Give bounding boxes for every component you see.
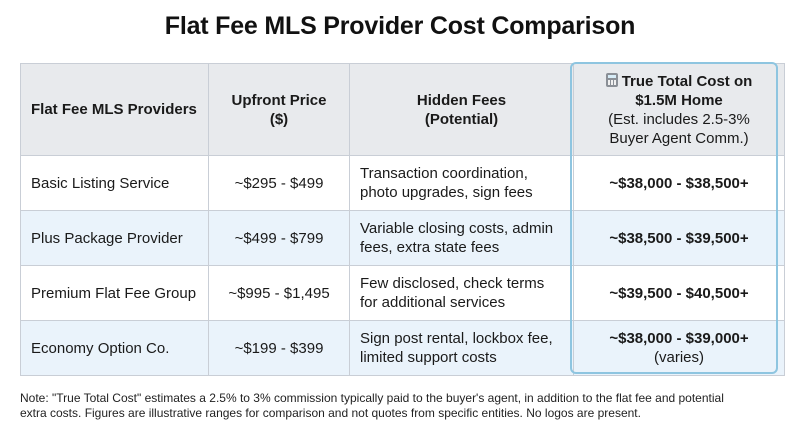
total-cost-cell: ~$38,000 - $38,500+ xyxy=(573,155,785,211)
total-cost-value: ~$38,000 - $38,500+ xyxy=(609,174,749,192)
table-row: Basic Listing Service ~$295 - $499 Trans… xyxy=(20,155,785,211)
upfront-price-cell: ~$295 - $499 xyxy=(208,155,350,211)
comparison-table: Flat Fee MLS Providers Upfront Price ($)… xyxy=(20,63,785,376)
total-cost-cell: ~$38,500 - $39,500+ xyxy=(573,210,785,266)
upfront-price-cell: ~$199 - $399 xyxy=(208,320,350,376)
header-total-line4: Buyer Agent Comm.) xyxy=(609,129,749,147)
footnote: Note: "True Total Cost" estimates a 2.5%… xyxy=(20,391,790,421)
table-row: Plus Package Provider ~$499 - $799 Varia… xyxy=(20,210,785,266)
header-hidden-line2: (Potential) xyxy=(424,110,499,128)
header-total-line2: $1.5M Home xyxy=(635,91,723,109)
provider-cell: Plus Package Provider xyxy=(20,210,209,266)
hidden-fees-cell: Few disclosed, check terms for additiona… xyxy=(349,265,574,321)
header-hidden-fees: Hidden Fees (Potential) xyxy=(349,63,574,156)
provider-cell: Economy Option Co. xyxy=(20,320,209,376)
hidden-fees-line1: Few disclosed, check terms xyxy=(360,275,545,292)
page-title: Flat Fee MLS Provider Cost Comparison xyxy=(164,12,636,40)
footnote-line2: extra costs. Figures are illustrative ra… xyxy=(20,406,641,420)
hidden-fees-line2: photo upgrades, sign fees xyxy=(360,184,533,201)
header-true-total-cost: True Total Cost on $1.5M Home (Est. incl… xyxy=(573,63,785,156)
calculator-icon xyxy=(605,72,618,87)
total-cost-value: ~$39,500 - $40,500+ xyxy=(609,284,749,302)
comparison-table-wrap: Flat Fee MLS Providers Upfront Price ($)… xyxy=(20,63,785,377)
hidden-fees-line2: limited support costs xyxy=(360,349,497,366)
hidden-fees-line1: Variable closing costs, admin xyxy=(360,220,554,237)
total-cost-value: ~$38,500 - $39,500+ xyxy=(609,229,749,247)
table-header-row: Flat Fee MLS Providers Upfront Price ($)… xyxy=(20,63,785,156)
hidden-fees-line2: fees, extra state fees xyxy=(360,239,500,256)
upfront-price-cell: ~$995 - $1,495 xyxy=(208,265,350,321)
upfront-price-cell: ~$499 - $799 xyxy=(208,210,350,266)
total-cost-cell: ~$39,500 - $40,500+ xyxy=(573,265,785,321)
header-upfront-line1: Upfront Price xyxy=(231,91,327,109)
hidden-fees-line2: for additional services xyxy=(360,294,506,311)
header-upfront-price: Upfront Price ($) xyxy=(208,63,350,156)
table-row: Economy Option Co. ~$199 - $399 Sign pos… xyxy=(20,320,785,376)
hidden-fees-line1: Transaction coordination, xyxy=(360,165,528,182)
total-cost-cell: ~$38,000 - $39,000+ (varies) xyxy=(573,320,785,376)
footnote-line1: Note: "True Total Cost" estimates a 2.5%… xyxy=(20,391,724,405)
header-total-line1: True Total Cost on xyxy=(621,72,753,90)
provider-cell: Premium Flat Fee Group xyxy=(20,265,209,321)
table-row: Premium Flat Fee Group ~$995 - $1,495 Fe… xyxy=(20,265,785,321)
header-providers: Flat Fee MLS Providers xyxy=(20,63,209,156)
header-providers-label: Flat Fee MLS Providers xyxy=(31,101,197,118)
header-total-line3: (Est. includes 2.5-3% xyxy=(608,110,750,128)
hidden-fees-cell: Variable closing costs, admin fees, extr… xyxy=(349,210,574,266)
total-cost-sub: (varies) xyxy=(653,349,704,366)
hidden-fees-cell: Transaction coordination, photo upgrades… xyxy=(349,155,574,211)
header-upfront-line2: ($) xyxy=(269,110,289,128)
hidden-fees-line1: Sign post rental, lockbox fee, xyxy=(360,330,553,347)
hidden-fees-cell: Sign post rental, lockbox fee, limited s… xyxy=(349,320,574,376)
total-cost-value: ~$38,000 - $39,000+ xyxy=(609,330,749,347)
provider-cell: Basic Listing Service xyxy=(20,155,209,211)
header-hidden-line1: Hidden Fees xyxy=(416,91,507,109)
